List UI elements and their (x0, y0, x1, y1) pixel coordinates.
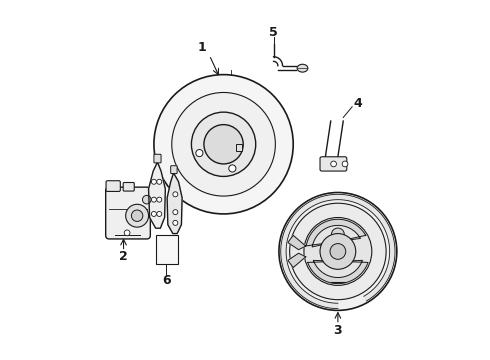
Circle shape (320, 234, 356, 269)
Circle shape (331, 228, 344, 241)
Polygon shape (306, 219, 366, 247)
Polygon shape (288, 253, 306, 267)
Text: 2: 2 (119, 250, 128, 263)
Circle shape (290, 203, 386, 300)
Circle shape (173, 210, 178, 215)
Circle shape (304, 217, 372, 285)
Circle shape (154, 75, 293, 214)
FancyBboxPatch shape (171, 166, 177, 174)
Text: 4: 4 (353, 97, 362, 110)
Circle shape (151, 179, 156, 184)
Circle shape (131, 210, 143, 221)
Circle shape (196, 149, 203, 157)
Polygon shape (281, 194, 395, 309)
Circle shape (151, 211, 156, 216)
Circle shape (157, 197, 162, 202)
Polygon shape (308, 260, 368, 284)
Polygon shape (167, 173, 182, 234)
Circle shape (124, 230, 130, 236)
Circle shape (126, 204, 148, 227)
Text: 6: 6 (162, 274, 171, 287)
Circle shape (173, 192, 178, 197)
FancyBboxPatch shape (106, 181, 121, 192)
Circle shape (204, 125, 243, 164)
Circle shape (330, 244, 346, 259)
FancyBboxPatch shape (156, 235, 178, 264)
Circle shape (331, 161, 337, 167)
Circle shape (229, 165, 236, 172)
FancyBboxPatch shape (123, 183, 134, 191)
FancyBboxPatch shape (320, 157, 347, 171)
Circle shape (172, 93, 275, 196)
Circle shape (157, 211, 162, 216)
Text: 1: 1 (198, 41, 206, 54)
Circle shape (143, 195, 151, 204)
Ellipse shape (297, 64, 308, 72)
Polygon shape (148, 162, 165, 228)
Circle shape (192, 112, 256, 176)
Bar (236, 144, 243, 151)
FancyBboxPatch shape (154, 154, 161, 163)
Circle shape (342, 161, 348, 167)
Circle shape (151, 197, 156, 202)
Polygon shape (288, 235, 306, 249)
Text: 5: 5 (269, 26, 278, 39)
Text: 3: 3 (334, 324, 342, 337)
Circle shape (173, 220, 178, 225)
Circle shape (157, 179, 162, 184)
Circle shape (279, 193, 397, 310)
FancyBboxPatch shape (106, 187, 150, 239)
